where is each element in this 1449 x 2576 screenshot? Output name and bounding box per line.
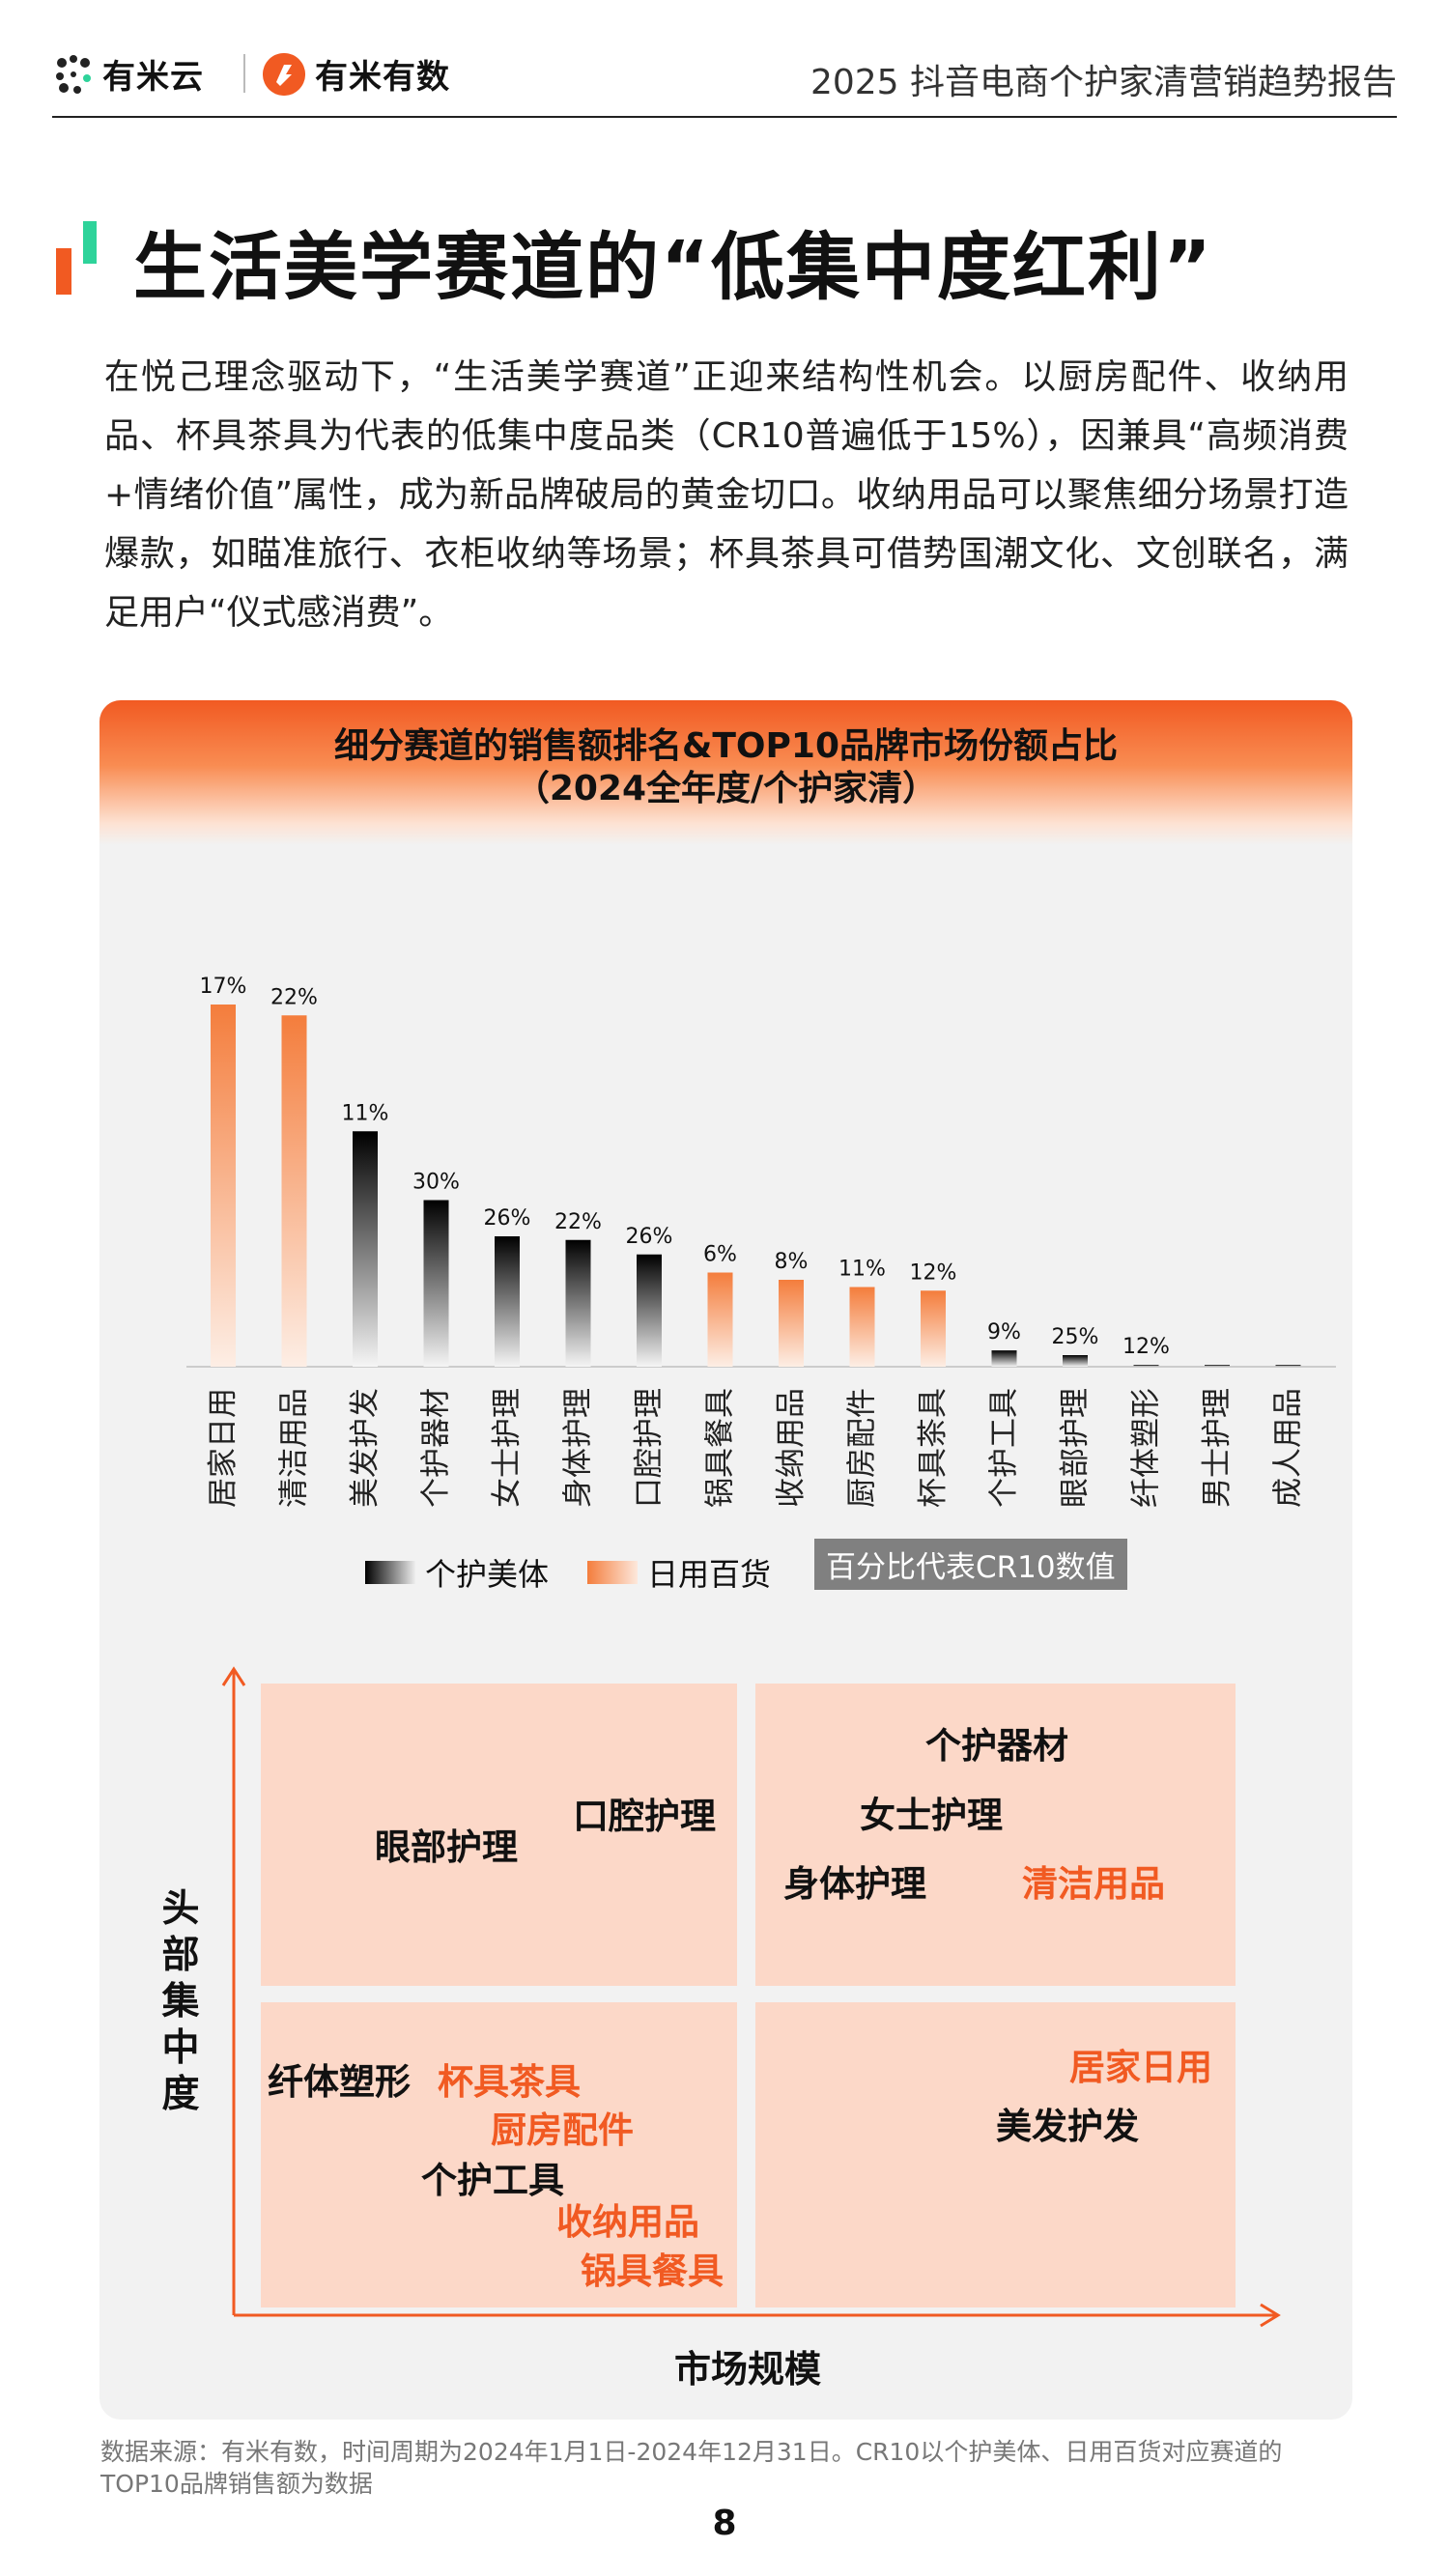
bar-6 xyxy=(565,1239,591,1367)
category-label: 女士护理 xyxy=(490,1388,525,1508)
page-title: 生活美学赛道的“低集中度红利” xyxy=(133,224,1213,310)
category-label: 成人用品 xyxy=(1271,1388,1306,1508)
quadrant-label: 身体护理 xyxy=(783,1863,926,1905)
bar-12 xyxy=(991,1350,1017,1367)
quadrant-label: 女士护理 xyxy=(860,1795,1003,1836)
quadrant-label: 美发护发 xyxy=(996,2106,1139,2147)
bar-value-label: 22% xyxy=(554,1210,602,1234)
bar-value-label: 11% xyxy=(342,1101,389,1125)
bar-15 xyxy=(1205,1365,1230,1367)
bar-value-label: 12% xyxy=(910,1260,957,1285)
category-label: 身体护理 xyxy=(561,1388,596,1508)
bar-2 xyxy=(281,1015,307,1367)
bar-1 xyxy=(211,1005,236,1367)
category-label: 个护工具 xyxy=(987,1388,1022,1508)
page-number: 8 xyxy=(712,2504,737,2543)
quadrant-label: 厨房配件 xyxy=(491,2109,634,2151)
bar-7 xyxy=(637,1254,662,1367)
category-label: 收纳用品 xyxy=(774,1388,809,1508)
category-label: 男士护理 xyxy=(1200,1388,1235,1508)
quadrant-bottom-right xyxy=(755,2002,1236,2307)
category-label: 眼部护理 xyxy=(1058,1388,1093,1508)
panel-title-line1: 细分赛道的销售额排名&TOP10品牌市场份额占比 xyxy=(333,726,1119,766)
bar-value-label: 30% xyxy=(412,1171,460,1195)
category-label: 厨房配件 xyxy=(845,1388,880,1508)
youmi-cloud-logo-icon xyxy=(56,54,91,94)
bar-value-label: 12% xyxy=(1122,1335,1170,1359)
bar-5 xyxy=(495,1236,520,1367)
bar-value-label: 8% xyxy=(775,1250,809,1274)
bar-16 xyxy=(1275,1365,1301,1367)
legend-swatch-orange xyxy=(587,1561,638,1584)
quadrant-label: 锅具餐具 xyxy=(581,2250,724,2292)
bar-14 xyxy=(1133,1365,1159,1367)
youmi-data-logo: 有米有数 xyxy=(263,50,450,98)
legend-item-personal-care: 个护美体 xyxy=(365,1550,549,1595)
category-label: 居家日用 xyxy=(206,1388,241,1508)
bar-3 xyxy=(353,1131,378,1367)
bar-chart: 17% 居家日用 22% 清洁用品 11% 美发护发 30% 个护器材 26% 女士护理 22% 身体… xyxy=(186,975,1336,1508)
category-label: 杯具茶具 xyxy=(916,1388,951,1508)
data-source-note: 数据来源：有米有数，时间周期为2024年1月1日-2024年12月31日。CR1… xyxy=(100,2438,1283,2498)
bar-value-label: 9% xyxy=(987,1320,1021,1345)
y-axis-label: 头部集中度 xyxy=(161,1887,200,2116)
quadrant-top-left xyxy=(261,1684,737,1986)
bar-11 xyxy=(921,1290,946,1367)
quadrant-label: 清洁用品 xyxy=(1022,1863,1165,1905)
quadrant-label: 杯具茶具 xyxy=(438,2061,581,2103)
title-accent-green xyxy=(83,221,97,264)
bar-value-label: 25% xyxy=(1052,1325,1099,1349)
bar-value-label: 6% xyxy=(703,1243,737,1267)
category-label: 锅具餐具 xyxy=(703,1388,738,1508)
brand-right: 有米有数 xyxy=(315,58,450,97)
quadrant-label: 眼部护理 xyxy=(375,1826,518,1868)
quadrant-top-right xyxy=(755,1684,1236,1986)
page-header: 有米云 有米有数 2025 抖音电商个护家清营销趋势报告 xyxy=(52,37,1397,118)
category-label: 个护器材 xyxy=(419,1388,454,1508)
quadrant-label: 居家日用 xyxy=(1069,2047,1212,2088)
category-label: 清洁用品 xyxy=(277,1388,312,1508)
bar-8 xyxy=(707,1272,733,1367)
panel-title-line2: （2024全年度/个护家清） xyxy=(514,769,938,808)
header-divider xyxy=(243,54,245,93)
category-label: 口腔护理 xyxy=(632,1388,667,1508)
bar-10 xyxy=(849,1287,875,1367)
quadrant-label: 口腔护理 xyxy=(573,1796,716,1837)
report-title: 2025 抖音电商个护家清营销趋势报告 xyxy=(810,63,1397,102)
quadrant-label: 个护工具 xyxy=(421,2160,564,2201)
title-accent-orange xyxy=(56,248,71,295)
quadrant-axes xyxy=(221,1666,1281,2328)
bar-13 xyxy=(1063,1355,1088,1367)
bar-value-label: 26% xyxy=(484,1206,531,1231)
quadrant-label: 纤体塑形 xyxy=(268,2061,411,2103)
bar-value-label: 26% xyxy=(626,1225,673,1249)
quadrant-label: 个护器材 xyxy=(925,1725,1068,1767)
brand-left: 有米云 xyxy=(102,58,204,97)
chart-panel: 细分赛道的销售额排名&TOP10品牌市场份额占比 （2024全年度/个护家清） … xyxy=(99,700,1352,2420)
category-label: 美发护发 xyxy=(348,1388,383,1508)
quadrant-label: 收纳用品 xyxy=(556,2201,699,2243)
youmi-data-logo-icon xyxy=(263,52,305,96)
panel-header xyxy=(99,700,1352,845)
legend-swatch-black xyxy=(365,1561,415,1584)
legend-item-daily-goods: 日用百货 xyxy=(587,1550,771,1595)
bar-value-label: 22% xyxy=(270,985,318,1009)
bar-4 xyxy=(423,1200,449,1367)
bar-9 xyxy=(779,1280,804,1367)
bar-value-label: 11% xyxy=(838,1258,886,1282)
category-label: 纤体塑形 xyxy=(1129,1388,1164,1508)
cr10-note-badge: 百分比代表CR10数值 xyxy=(814,1539,1127,1590)
youmi-cloud-logo: 有米云 xyxy=(52,50,204,98)
bars-layer: 17% 居家日用 22% 清洁用品 11% 美发护发 30% 个护器材 26% 女士护理 22% 身体… xyxy=(200,975,1306,1508)
legend-label: 个护美体 xyxy=(425,1556,550,1593)
bar-value-label: 17% xyxy=(200,975,247,999)
x-axis-label: 市场规模 xyxy=(674,2348,822,2391)
quadrant-bottom-left xyxy=(261,2002,737,2307)
intro-paragraph: 在悦己理念驱动下，“生活美学赛道”正迎来结构性机会。以厨房配件、收纳用品、杯具茶… xyxy=(104,357,1349,633)
legend-label: 日用百货 xyxy=(647,1556,772,1593)
